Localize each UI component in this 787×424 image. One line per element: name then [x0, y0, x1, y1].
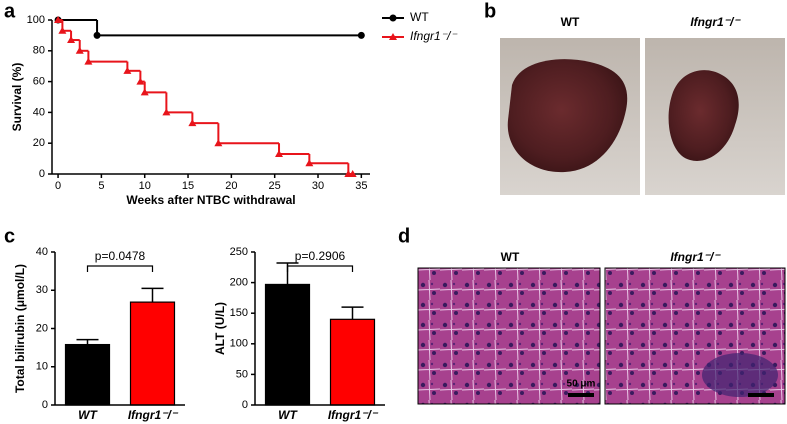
y-tick-label: 0	[39, 168, 45, 180]
y-tick-label: 20	[36, 322, 48, 334]
point	[67, 36, 76, 44]
point	[84, 57, 93, 65]
x-tick-label: Ifngr1⁻/⁻	[328, 408, 379, 422]
photo-label: Ifngr1⁻/⁻	[690, 15, 741, 29]
liver	[668, 70, 739, 161]
legend-label: Ifngr1⁻/⁻	[410, 29, 458, 43]
photo-label: WT	[561, 15, 580, 29]
y-tick-label: 100	[230, 338, 248, 350]
y-tick-label: 0	[242, 399, 248, 411]
y-axis-label: Total bilirubin (μmol/L)	[13, 264, 27, 393]
point	[188, 119, 197, 127]
x-tick-label: WT	[278, 408, 298, 422]
x-tick-label: 20	[225, 180, 237, 192]
point	[214, 139, 223, 147]
point	[123, 66, 132, 74]
x-tick-label: 15	[182, 180, 194, 192]
y-tick-label: 250	[230, 246, 248, 258]
y-tick-label: 0	[42, 399, 48, 411]
x-tick-label: 10	[139, 180, 151, 192]
infiltrate	[702, 353, 778, 397]
histology	[417, 267, 601, 405]
y-tick-label: 20	[33, 137, 45, 149]
x-tick-label: WT	[78, 408, 98, 422]
y-tick-label: 10	[36, 361, 48, 373]
x-tick-label: 5	[98, 180, 104, 192]
panel-label: b	[484, 0, 496, 22]
scale-bar	[568, 393, 594, 397]
legend-marker	[389, 33, 397, 40]
point	[357, 31, 365, 39]
y-tick-label: 40	[36, 246, 48, 258]
x-tick-label: 0	[55, 180, 61, 192]
x-tick-label: Ifngr1⁻/⁻	[128, 408, 179, 422]
x-tick-label: 35	[355, 180, 367, 192]
panel-label: d	[398, 225, 410, 247]
panel-label: a	[4, 0, 16, 22]
panel-label: c	[4, 225, 15, 247]
point	[54, 16, 63, 23]
p-value: p=0.0478	[95, 249, 146, 263]
legend-label: WT	[410, 10, 429, 24]
image-label: WT	[501, 250, 520, 264]
point	[140, 88, 149, 96]
scale-label: 50 μm	[567, 379, 596, 390]
y-tick-label: 80	[33, 45, 45, 57]
bar	[129, 301, 176, 406]
bar	[264, 283, 311, 406]
point	[348, 170, 357, 177]
point	[162, 108, 171, 116]
x-tick-label: 30	[312, 180, 324, 192]
legend-marker	[389, 14, 397, 22]
point	[75, 46, 84, 54]
point	[136, 77, 145, 85]
scale-bar	[748, 393, 774, 397]
y-tick-label: 100	[27, 14, 45, 26]
y-tick-label: 150	[230, 307, 248, 319]
significance-bracket	[286, 265, 354, 272]
liver	[507, 59, 628, 173]
y-tick-label: 200	[230, 277, 248, 289]
y-axis-label: Survival (%)	[10, 63, 24, 132]
x-tick-label: 25	[269, 180, 281, 192]
significance-bracket	[86, 265, 154, 272]
point	[58, 26, 67, 34]
bar	[329, 318, 376, 406]
y-tick-label: 60	[33, 76, 45, 88]
image-label: Ifngr1⁻/⁻	[670, 250, 721, 264]
point	[93, 31, 101, 39]
point	[305, 159, 314, 167]
p-value: p=0.2906	[295, 249, 346, 263]
y-tick-label: 30	[36, 284, 48, 296]
bar	[64, 343, 111, 406]
x-axis-label: Weeks after NTBC withdrawal	[126, 193, 295, 207]
y-axis-label: ALT (U/L)	[213, 302, 227, 355]
point	[275, 149, 284, 157]
y-tick-label: 50	[236, 368, 248, 380]
y-tick-label: 40	[33, 106, 45, 118]
